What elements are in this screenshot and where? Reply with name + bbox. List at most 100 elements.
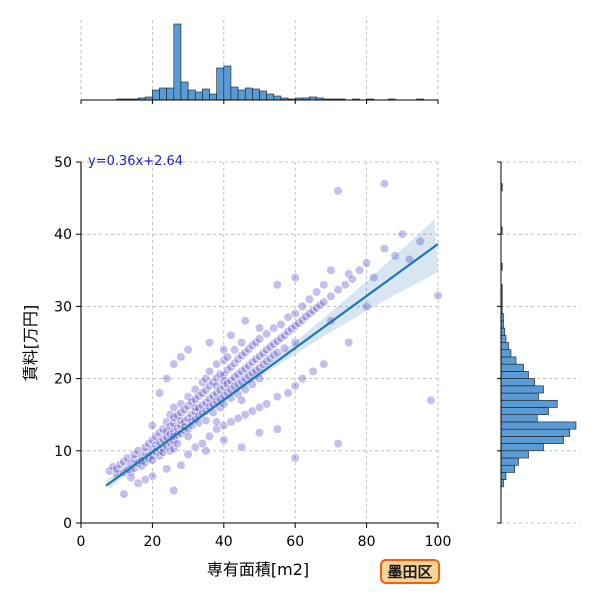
y-hist-bar [500,356,517,365]
scatter-point [176,399,186,409]
scatter-point [240,316,250,326]
scatter-point [308,366,318,376]
scatter-point [169,485,179,496]
regression-line [105,243,439,487]
y-hist-bar [500,450,529,459]
scatter-point [254,363,265,373]
y-hist-bar [500,342,509,351]
scatter-point [333,285,343,295]
scatter-point [162,374,172,384]
y-hist-bar [500,392,539,401]
x-hist-bar [187,89,196,101]
scatter-point [190,394,200,405]
x-tick-label: 80 [358,534,376,550]
y-tick-label: 10 [54,444,72,460]
y-hist-bar [500,414,538,423]
scatter-point [237,442,247,452]
scatter-point [279,343,290,353]
x-hist-bar [152,89,160,101]
scatter-point [272,280,282,290]
y-hist-bar [500,443,544,452]
scatter-point [254,323,265,333]
scatter-point [140,442,150,452]
x-tick-label: 0 [77,534,86,550]
scatter-point [415,236,425,247]
scatter-point [204,337,215,348]
x-tick-label: 20 [143,534,161,550]
scatter-point [151,431,161,441]
scatter-point [154,388,165,398]
scatter-point [162,464,172,474]
x-hist-bar [159,87,167,101]
scatter-point [319,280,329,290]
scatter-point [312,287,322,297]
regression [105,219,439,489]
scatter-point [201,415,211,426]
scatter-point [119,457,129,467]
x-hist-bar [180,81,189,101]
x-hist-bar [223,65,232,101]
y-hist-bar [500,327,506,336]
scatter-point [433,290,443,301]
x-hist-bar [216,67,225,101]
scatter-point [229,345,240,355]
scatter-point [222,352,232,362]
scatter-point [379,179,390,189]
x-hist-bar [209,93,217,101]
y-tick-label: 40 [54,227,72,243]
y-hist-bar [500,421,577,430]
scatter-point [319,297,329,307]
scatter-point [240,348,250,358]
scatter-point [169,359,179,369]
scatter-point [133,478,143,488]
scatter-point [172,438,182,449]
grid [80,20,580,524]
x-hist-bar [202,88,210,101]
scatter-point [176,352,186,362]
y-hist-bar [500,363,524,372]
scatter-point [226,362,236,372]
scatter-point [154,451,165,461]
scatter-point [340,280,350,290]
scatter-point [176,460,186,470]
y-tick-label: 0 [63,516,72,532]
scatter-point [304,294,315,304]
scatter-point [390,251,400,261]
scatter-point [272,392,282,402]
scatter-point [183,431,193,441]
x-hist-bar [237,89,246,101]
scatter-point [119,489,129,499]
scatter-point [201,446,211,456]
scatter-point [262,329,272,339]
scatter-point [212,417,222,427]
y-hist-bar [500,349,512,358]
scatter-point [397,229,407,239]
y-tick-label: 30 [54,299,72,315]
scatter-point [233,354,243,364]
scatter-point [219,345,229,355]
x-axis-label: 専有面積[m2] [207,560,309,579]
scatter-point [326,265,336,275]
scatter-point [158,447,168,457]
scatter-point [344,269,354,279]
x-hist-bar [166,87,175,101]
scatter-point [297,374,307,384]
x-hist-bar [173,23,182,101]
scatter-point [219,435,229,445]
scatter-point [169,444,179,454]
scatter-point [290,453,300,463]
y-hist-bar [500,436,564,444]
x-hist-bar [259,90,267,101]
x-hist-bar [266,93,275,101]
y-hist-bar [500,407,549,416]
scatter-point [283,388,293,398]
y-hist-bar [500,428,571,437]
scatter-point [254,428,265,438]
scatter-point [369,272,379,283]
scatter-point [272,348,282,358]
y-hist-bar [500,371,529,379]
scatter-point [219,355,229,366]
y-hist-bar [500,378,536,387]
x-histogram [80,23,439,104]
axes: 0 20 40 60 80 100 0 10 20 30 40 50 [54,155,451,550]
